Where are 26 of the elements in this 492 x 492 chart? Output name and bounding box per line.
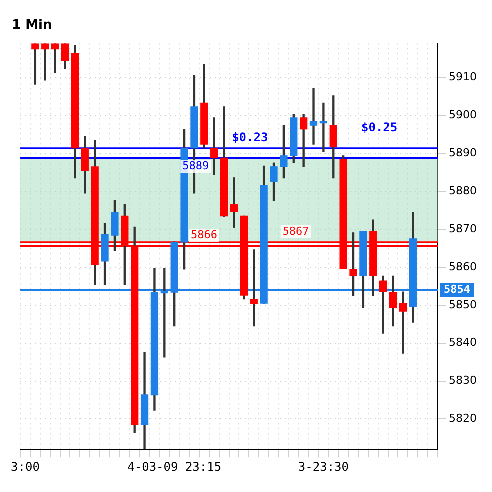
- x-tick-label: 3:00: [11, 460, 40, 474]
- ref-line-label: 5866: [190, 228, 218, 242]
- candlestick: [399, 292, 408, 354]
- y-tick-label: 5820: [449, 412, 478, 426]
- y-tick-label: 5860: [449, 260, 478, 274]
- x-tick-label: 3-23:30: [298, 460, 349, 474]
- y-tick-label: 5840: [449, 336, 478, 350]
- y-tick-label: 5870: [449, 222, 478, 236]
- y-tick-label: 5900: [449, 108, 478, 122]
- y-tick-label: 5910: [449, 70, 478, 84]
- y-tick-label: 5830: [449, 374, 478, 388]
- y-tick-label: 5880: [449, 184, 478, 198]
- annotation: $0.23: [232, 130, 268, 144]
- candlestick: [310, 88, 318, 145]
- candlestick: [230, 178, 238, 228]
- annotation: $0.25: [361, 120, 398, 134]
- candlestick: [320, 102, 328, 152]
- candlestick: [300, 114, 308, 168]
- candlestick: [51, 44, 60, 74]
- y-tick-label: 5890: [449, 146, 478, 160]
- x-tick-label: 4-03-09 23:15: [128, 460, 222, 474]
- ref-line-label: 5867: [282, 224, 310, 238]
- ref-line-label: 5889: [182, 160, 210, 173]
- chart-title: 1 Min: [12, 18, 52, 34]
- ref-line-label: 5854: [444, 283, 471, 296]
- y-tick-label: 5850: [449, 298, 478, 312]
